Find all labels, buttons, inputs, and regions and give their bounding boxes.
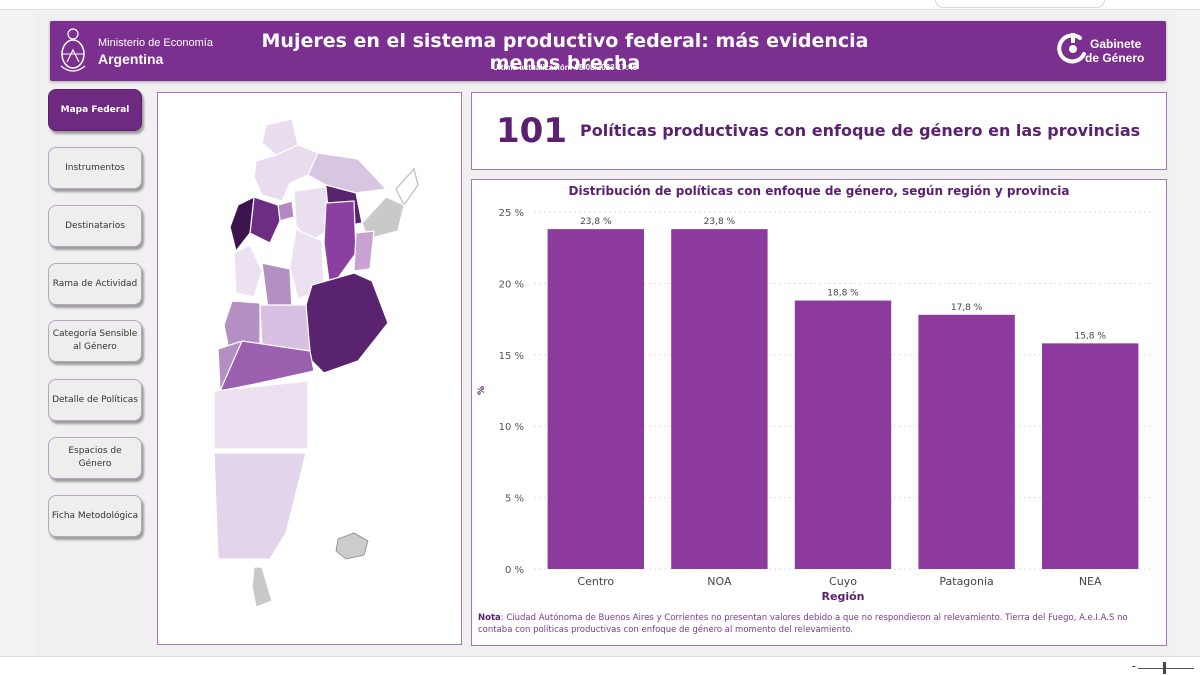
bar-cuyo: [794, 300, 892, 569]
map-province-santafe[interactable]: [323, 200, 357, 291]
note-label: Nota: [478, 613, 501, 623]
nav-ficha-metodologica[interactable]: Ficha Metodológica: [48, 495, 142, 537]
y-axis-label: %: [477, 386, 487, 395]
chart-note: Nota: Ciudad Autónoma de Buenos Aires y …: [478, 612, 1162, 636]
x-tick-label: NEA: [1079, 575, 1102, 588]
kpi-card: 101 Políticas productivas con enfoque de…: [471, 92, 1167, 170]
y-tick-label: 0 %: [505, 565, 524, 576]
x-axis-label: Región: [822, 590, 865, 603]
data-label: 15,8 %: [1074, 331, 1106, 341]
last-updated: Ultima actualización: 08/08/2023 17:45: [492, 63, 638, 72]
map-province-buenosaires[interactable]: [305, 272, 389, 374]
map-province-sanluis[interactable]: [261, 262, 293, 310]
x-tick-label: Centro: [577, 575, 614, 588]
coat-of-arms-icon: [60, 28, 86, 72]
map-province-formosa[interactable]: [307, 152, 388, 194]
nav-rama-actividad[interactable]: Rama de Actividad: [48, 263, 142, 305]
map-province-catamarca[interactable]: [249, 196, 281, 244]
nav-instrumentos[interactable]: Instrumentos: [48, 147, 142, 189]
zoom-out-button[interactable]: -: [1131, 659, 1136, 673]
bar-chart: 0 % 5 % 10 % 15 % 20 % 25 %% 23,8 % Centro 23,8 …: [477, 208, 1152, 603]
data-label: 23,8 %: [704, 217, 736, 227]
gabinete-logo-icon: [1057, 33, 1086, 64]
nav-destinatarios[interactable]: Destinatarios: [48, 205, 142, 247]
map-panel: [157, 92, 462, 645]
bar-noa: [671, 229, 768, 570]
chart-title: Distribución de políticas con enfoque de…: [568, 184, 1070, 198]
report-header: Ministerio de Economía Argentina Mujeres…: [50, 21, 1166, 81]
y-tick-label: 5 %: [505, 494, 524, 505]
bar-patagonia: [918, 314, 1015, 569]
ministry-country: Argentina: [98, 51, 164, 67]
nav-detalle-politicas[interactable]: Detalle de Políticas: [48, 379, 142, 421]
map-province-misiones[interactable]: [395, 167, 419, 207]
x-tick-label: NOA: [707, 575, 732, 588]
map-province-entrerios[interactable]: [353, 230, 375, 272]
y-tick-label: 10 %: [499, 422, 524, 433]
page-title: Mujeres en el sistema productivo federal…: [261, 30, 869, 74]
bar-nea: [1041, 343, 1139, 569]
y-tick-label: 20 %: [499, 279, 524, 290]
brand-line2: de Género: [1085, 51, 1145, 65]
y-tick-label: 15 %: [499, 351, 524, 362]
map-province-lapampa[interactable]: [259, 304, 311, 352]
map-province-larioja[interactable]: [229, 195, 255, 253]
x-tick-label: Cuyo: [829, 575, 857, 588]
kpi-label: Políticas productivas con enfoque de gén…: [580, 121, 1141, 140]
chart-panel: Distribución de políticas con enfoque de…: [471, 179, 1167, 646]
note-text: : Ciudad Autónoma de Buenos Aires y Corr…: [478, 613, 1128, 635]
map-province-santiago[interactable]: [293, 186, 331, 244]
nav-mapa-federal[interactable]: Mapa Federal: [48, 89, 142, 131]
data-label: 17,8 %: [951, 303, 983, 313]
argentina-map: [213, 118, 419, 608]
brand-line1: Gabinete: [1090, 37, 1142, 51]
y-tick-label: 25 %: [499, 208, 524, 219]
browser-top-strip: [0, 0, 1200, 10]
x-tick-label: Patagonia: [939, 575, 993, 588]
nav-categoria-sensible[interactable]: Categoría Sensible al Género: [48, 320, 142, 362]
map-islands[interactable]: [335, 532, 369, 560]
address-pill[interactable]: [935, 0, 1105, 8]
map-province-sanjuan[interactable]: [233, 244, 263, 298]
kpi-value: 101: [496, 111, 567, 151]
status-bar: -: [0, 656, 1200, 675]
bar-centro: [547, 229, 645, 570]
map-province-santacruz[interactable]: [213, 452, 307, 560]
data-label: 18,8 %: [827, 289, 859, 299]
nav-espacios-genero[interactable]: Espacios de Género: [48, 437, 142, 479]
ministry-name: Ministerio de Economía: [98, 37, 213, 49]
zoom-slider[interactable]: [1138, 668, 1194, 669]
map-province-tucuman[interactable]: [277, 200, 295, 222]
map-province-salta[interactable]: [253, 144, 319, 202]
zoom-slider-thumb[interactable]: [1163, 662, 1166, 674]
map-province-chubut[interactable]: [213, 380, 309, 450]
map-province-tierradelfuego[interactable]: [251, 566, 273, 608]
data-label: 23,8 %: [580, 217, 612, 227]
